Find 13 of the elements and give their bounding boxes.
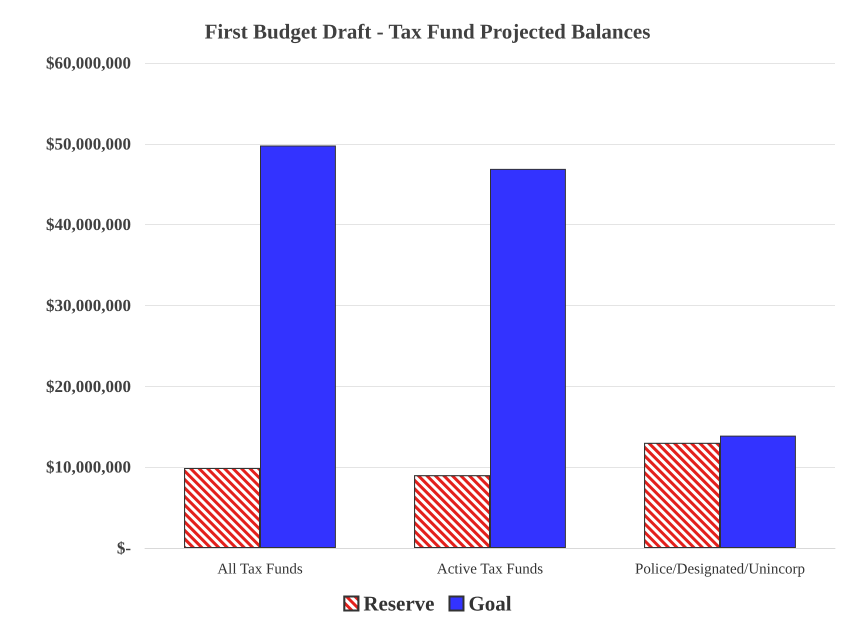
x-tick-label: Police/Designated/Unincorp (635, 562, 805, 578)
x-tick-label: Active Tax Funds (436, 562, 544, 578)
x-tick-label: All Tax Funds (217, 562, 303, 578)
y-tick-label: $60,000,000 (46, 54, 131, 72)
y-tick-label: $50,000,000 (46, 134, 131, 154)
legend-label: Reserve (363, 592, 434, 616)
y-tick-label: $- (116, 538, 132, 558)
y-tick-label: $40,000,000 (46, 215, 131, 234)
legend-label: Goal (468, 592, 512, 616)
y-tick-label: $30,000,000 (46, 296, 131, 315)
y-tick-label: $20,000,000 (46, 376, 131, 396)
chart-title: First Budget Draft - Tax Fund Projected Balances (204, 20, 650, 44)
y-tick-label: $10,000,000 (46, 458, 131, 477)
